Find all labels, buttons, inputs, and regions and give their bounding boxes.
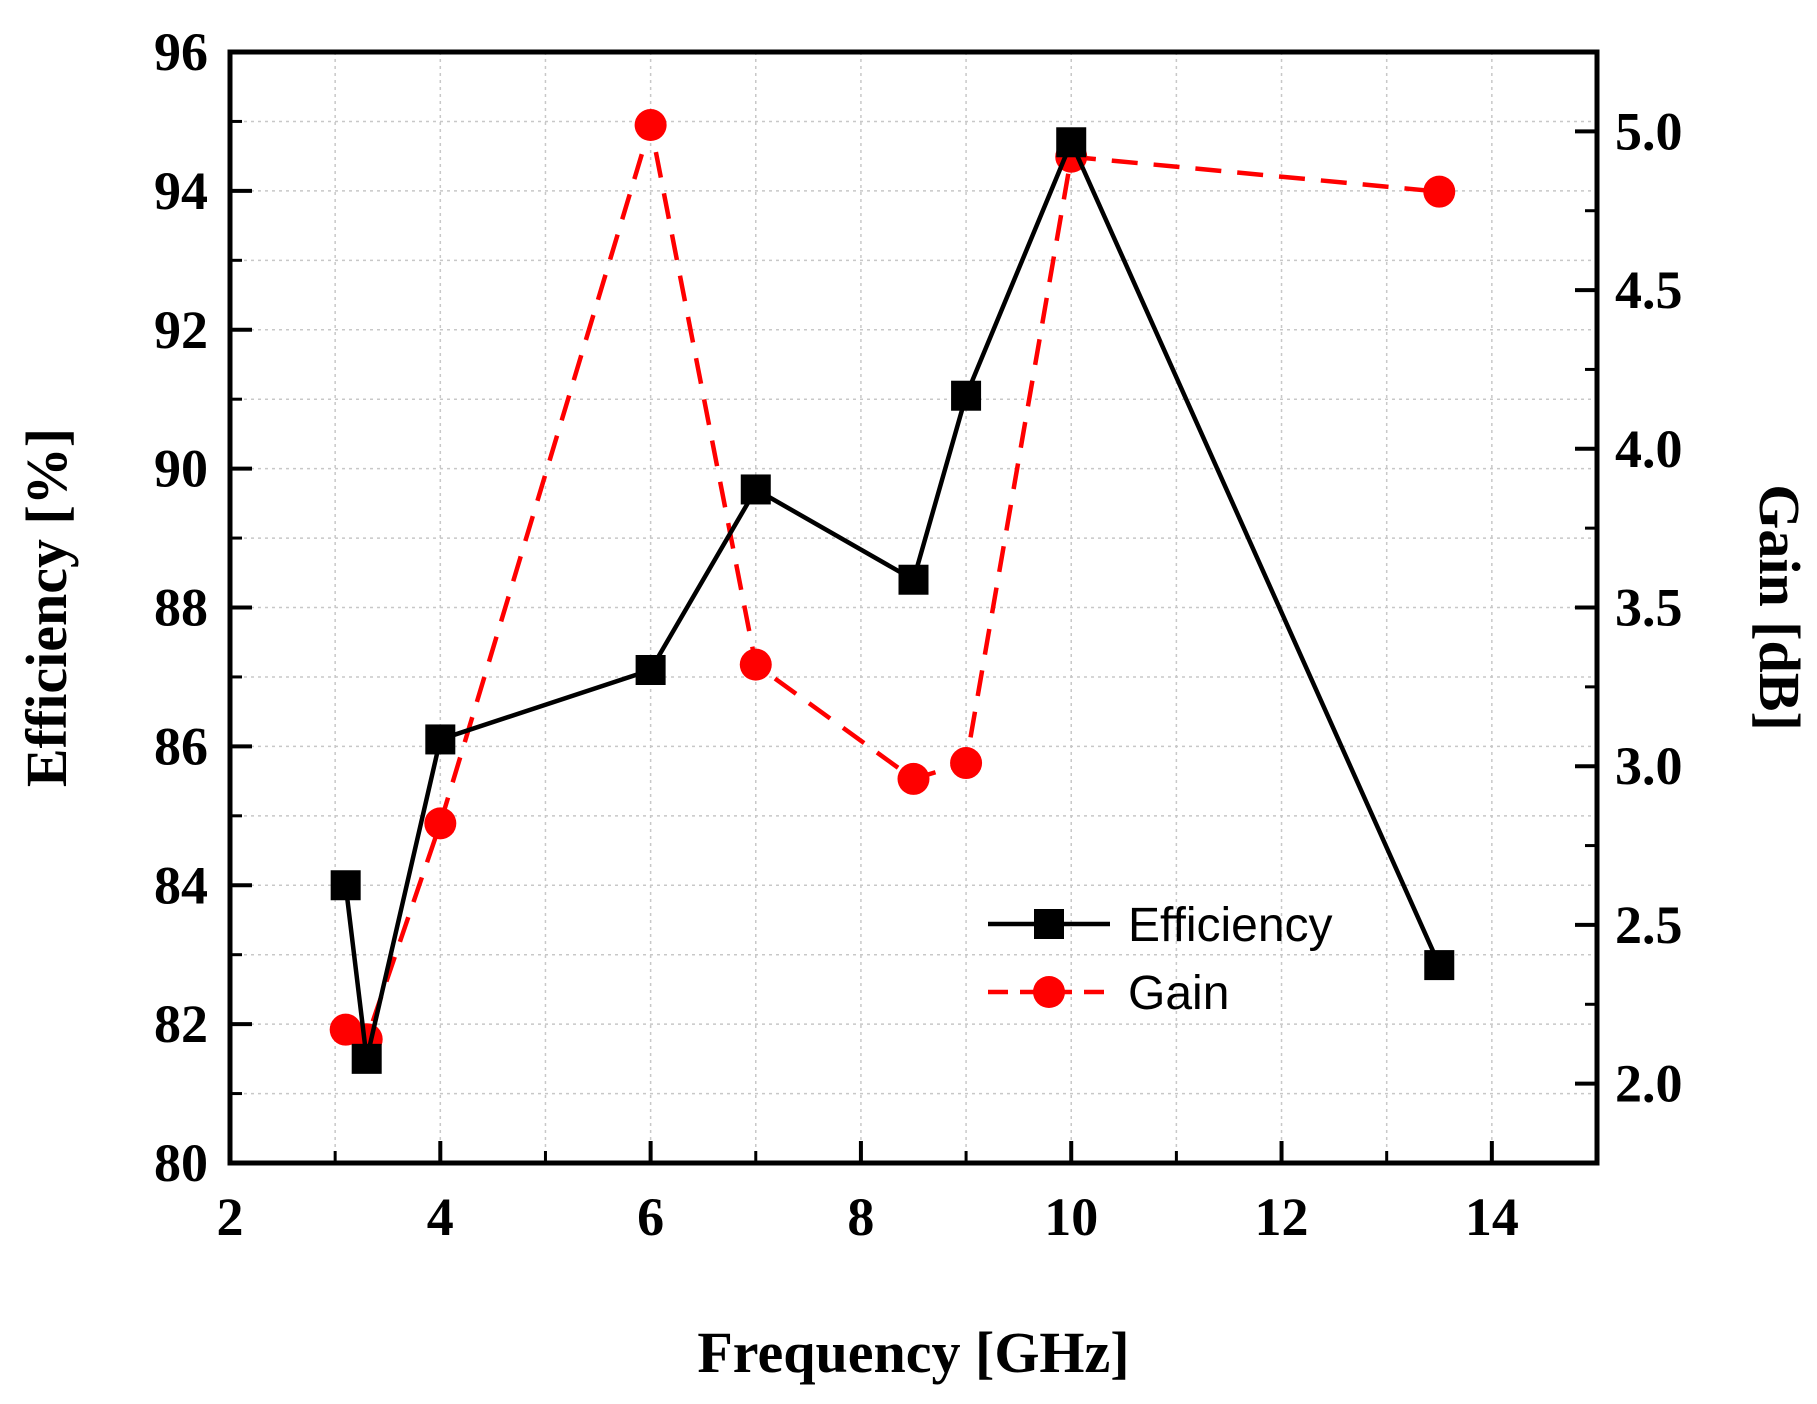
y-right-tick-label: 3.0 bbox=[1615, 736, 1683, 796]
x-tick-label: 14 bbox=[1465, 1187, 1519, 1247]
efficiency-point bbox=[635, 654, 666, 685]
gain-point bbox=[897, 762, 930, 795]
x-tick-label: 6 bbox=[637, 1187, 664, 1247]
gain-point bbox=[739, 648, 772, 681]
y-left-tick-label: 94 bbox=[154, 161, 208, 221]
gain-point bbox=[950, 747, 983, 780]
series-efficiency bbox=[330, 127, 1455, 1074]
y-right-tick-label: 2.5 bbox=[1615, 895, 1683, 955]
y-left-tick-label: 84 bbox=[154, 855, 208, 915]
legend-item-efficiency: Efficiency bbox=[988, 899, 1333, 952]
y-left-tick-label: 82 bbox=[154, 994, 208, 1054]
legend-label-gain: Gain bbox=[1128, 967, 1229, 1020]
y-left-tick-label: 90 bbox=[154, 439, 208, 499]
y-left-tick-label: 96 bbox=[154, 22, 208, 82]
axis-ticks bbox=[228, 50, 1597, 1165]
y-right-tick-label: 2.0 bbox=[1615, 1054, 1683, 1114]
y-left-tick-label: 88 bbox=[154, 578, 208, 638]
y-right-tick-label: 5.0 bbox=[1615, 101, 1683, 161]
x-tick-label: 2 bbox=[217, 1187, 244, 1247]
legend-marker-gain bbox=[1033, 976, 1065, 1008]
gain-point bbox=[1423, 175, 1456, 208]
y-right-tick-label: 4.0 bbox=[1615, 419, 1683, 479]
x-tick-label: 8 bbox=[847, 1187, 874, 1247]
grid-lines bbox=[229, 51, 1597, 1164]
efficiency-point bbox=[740, 474, 771, 505]
legend-item-gain: Gain bbox=[988, 967, 1229, 1020]
legend: Efficiency Gain bbox=[988, 899, 1333, 1020]
gain-point bbox=[634, 109, 667, 142]
gain-point bbox=[424, 807, 457, 840]
y-left-tick-label: 86 bbox=[154, 716, 208, 776]
x-tick-label: 12 bbox=[1255, 1187, 1309, 1247]
y-right-tick-label: 4.5 bbox=[1615, 260, 1683, 320]
y-left-axis-title: Efficiency [%] bbox=[14, 428, 79, 787]
efficiency-point bbox=[898, 564, 929, 595]
efficiency-point bbox=[351, 1043, 382, 1074]
y-right-tick-label: 3.5 bbox=[1615, 578, 1683, 638]
x-tick-label: 4 bbox=[427, 1187, 454, 1247]
tick-labels: 2 4 6 8 10 12 14 80 82 84 86 88 90 92 94 96 2.0 2.5 3.0 3.5… bbox=[154, 22, 1683, 1247]
efficiency-point bbox=[425, 724, 456, 755]
efficiency-point bbox=[951, 380, 982, 411]
y-left-tick-label: 80 bbox=[154, 1133, 208, 1193]
efficiency-point bbox=[1424, 950, 1455, 981]
x-axis-title: Frequency [GHz] bbox=[697, 1320, 1129, 1385]
y-left-tick-label: 92 bbox=[154, 300, 208, 360]
x-tick-label: 10 bbox=[1044, 1187, 1098, 1247]
legend-label-efficiency: Efficiency bbox=[1128, 899, 1333, 952]
legend-marker-efficiency bbox=[1034, 909, 1064, 939]
y-right-axis-title: Gain [dB] bbox=[1747, 484, 1812, 731]
efficiency-point bbox=[1056, 127, 1087, 158]
efficiency-point bbox=[330, 870, 361, 901]
series-layer bbox=[329, 109, 1456, 1074]
